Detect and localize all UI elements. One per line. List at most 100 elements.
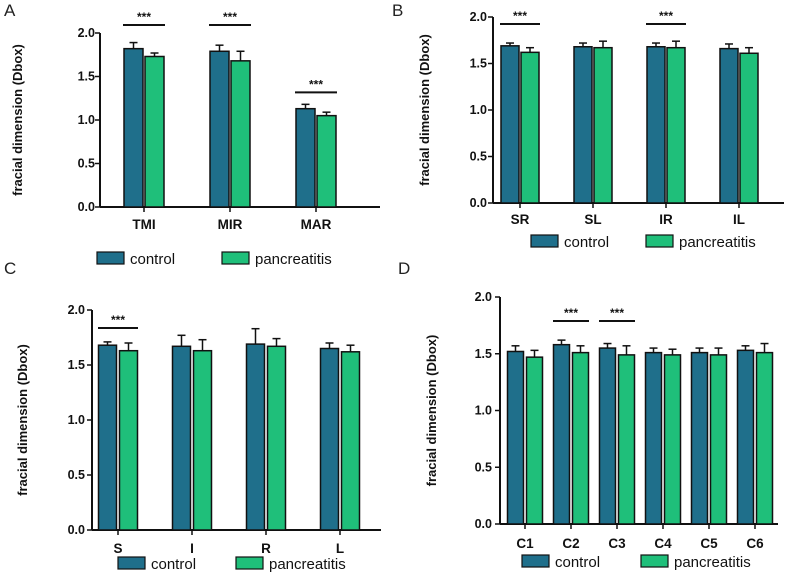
category-label: L — [336, 541, 344, 556]
y-axis-label: fracial dimension (Dbox) — [417, 34, 432, 186]
legend-label-pancreatitis: pancreatitis — [255, 251, 332, 268]
significance-label: *** — [309, 77, 323, 91]
bar-pancreatitis — [192, 349, 213, 531]
significance-label: *** — [111, 313, 125, 327]
legend-swatch-control — [521, 554, 550, 568]
category-label: I — [190, 541, 194, 556]
y-tick-label: 0.5 — [78, 157, 95, 171]
y-tick-label: 2.0 — [68, 303, 85, 317]
bar-control — [245, 343, 266, 531]
bar-pancreatitis — [663, 354, 682, 525]
significance-label: *** — [610, 306, 624, 320]
category-label: C3 — [608, 536, 626, 551]
y-tick-label: 0.0 — [78, 200, 95, 214]
bar-pancreatitis — [230, 60, 251, 208]
legend-label-control: control — [555, 554, 600, 571]
significance-label: *** — [513, 9, 527, 23]
legend-swatch-pancreatitis — [235, 556, 264, 570]
bar-pancreatitis — [266, 345, 287, 531]
bar-control — [719, 47, 739, 204]
y-tick-label: 1.0 — [78, 113, 95, 127]
bar-pancreatitis — [525, 356, 544, 525]
bar-control — [295, 107, 316, 208]
y-tick-label: 0.0 — [68, 523, 85, 537]
bar-control — [598, 347, 617, 525]
legend-swatch-pancreatitis — [645, 234, 674, 248]
bar-control — [97, 344, 118, 531]
category-label: S — [113, 541, 122, 556]
bar-control — [736, 349, 755, 525]
legend-swatch-control — [117, 556, 146, 570]
category-label: IL — [733, 212, 745, 227]
bar-pancreatitis — [617, 354, 636, 525]
bar-control — [123, 47, 144, 208]
bar-control — [552, 343, 571, 525]
bar-pancreatitis — [340, 351, 361, 531]
category-label: C5 — [700, 536, 718, 551]
legend-label-pancreatitis: pancreatitis — [679, 234, 756, 251]
category-label: C2 — [562, 536, 579, 551]
category-label: SL — [584, 212, 601, 227]
legend-label-control: control — [564, 234, 609, 251]
legend-swatch-control — [96, 251, 125, 265]
category-label: C6 — [746, 536, 764, 551]
y-tick-label: 2.0 — [78, 26, 95, 40]
significance-label: *** — [137, 10, 151, 24]
category-label: TMI — [132, 217, 155, 232]
y-tick-label: 1.5 — [470, 57, 487, 71]
bar-control — [506, 350, 525, 525]
legend-swatch-pancreatitis — [221, 251, 250, 265]
y-tick-label: 1.5 — [68, 358, 85, 372]
y-tick-label: 1.0 — [475, 404, 492, 418]
bar-control — [319, 347, 340, 531]
category-label: MIR — [218, 217, 243, 232]
y-tick-label: 0.5 — [68, 468, 85, 482]
y-tick-label: 0.5 — [470, 150, 487, 164]
legend-label-pancreatitis: pancreatitis — [674, 554, 751, 571]
y-axis-label: fracial dimension (Dbox) — [424, 335, 439, 487]
y-tick-label: 1.5 — [475, 347, 492, 361]
y-tick-label: 1.0 — [68, 413, 85, 427]
panel-letter: D — [398, 259, 410, 278]
panel-letter: B — [392, 1, 403, 20]
category-label: C4 — [654, 536, 672, 551]
category-label: MAR — [301, 217, 332, 232]
significance-label: *** — [564, 306, 578, 320]
bar-pancreatitis — [571, 351, 590, 525]
bar-control — [644, 351, 663, 525]
significance-label: *** — [659, 9, 673, 23]
legend-swatch-pancreatitis — [640, 554, 669, 568]
legend-swatch-control — [530, 234, 559, 248]
bar-pancreatitis — [666, 46, 686, 204]
y-tick-label: 1.5 — [78, 70, 95, 84]
bar-control — [209, 50, 230, 208]
legend-label-pancreatitis: pancreatitis — [269, 556, 346, 573]
bar-pancreatitis — [739, 52, 759, 204]
bar-pancreatitis — [144, 55, 165, 208]
bar-pancreatitis — [118, 349, 139, 531]
y-tick-label: 0.5 — [475, 460, 492, 474]
category-label: R — [261, 541, 271, 556]
category-label: SR — [511, 212, 530, 227]
bar-control — [690, 351, 709, 525]
bar-control — [573, 46, 593, 204]
y-tick-label: 2.0 — [470, 10, 487, 24]
y-tick-label: 2.0 — [475, 290, 492, 304]
bar-pancreatitis — [709, 354, 728, 525]
bar-pancreatitis — [316, 114, 337, 208]
y-tick-label: 0.0 — [470, 196, 487, 210]
y-tick-label: 1.0 — [470, 103, 487, 117]
bar-pancreatitis — [593, 46, 613, 204]
category-label: C1 — [516, 536, 534, 551]
bar-control — [646, 46, 666, 204]
category-label: IR — [659, 212, 673, 227]
bar-control — [171, 345, 192, 531]
y-axis-label: fracial dimension (Dbox) — [10, 44, 25, 196]
y-tick-label: 0.0 — [475, 517, 492, 531]
legend-label-control: control — [130, 251, 175, 268]
